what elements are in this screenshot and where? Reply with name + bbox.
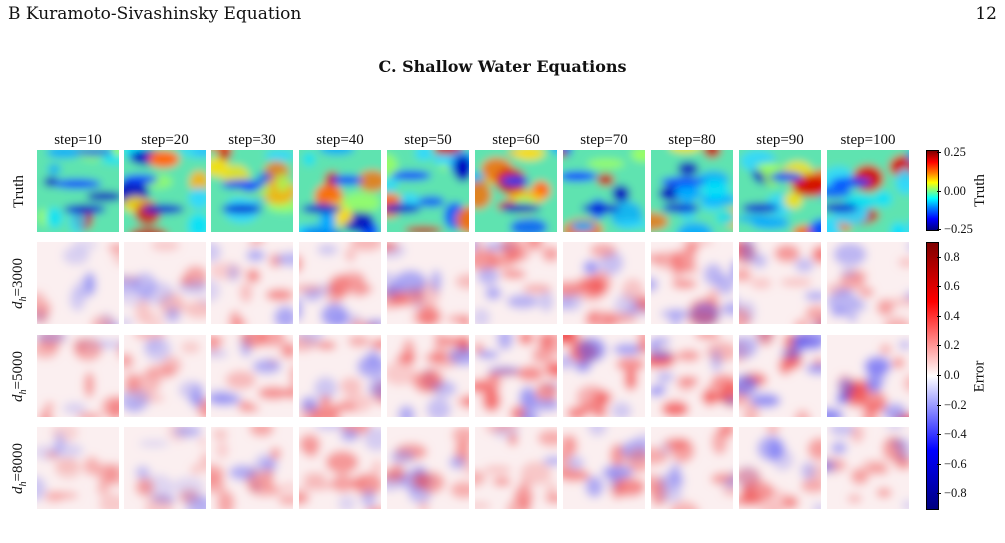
error-field-tile	[739, 427, 821, 509]
truth-field-tile	[124, 150, 206, 232]
error-field-tile	[124, 242, 206, 324]
truth-field-tile	[739, 150, 821, 232]
error-field-tile	[299, 427, 381, 509]
error-field-tile	[37, 335, 119, 417]
error-field-tile	[651, 335, 733, 417]
colorbar-tick: −0.4	[937, 428, 967, 440]
error-field-tile	[827, 427, 909, 509]
colorbar-tick: −0.6	[937, 457, 967, 470]
error-field-tile	[739, 242, 821, 324]
error-field-tile	[651, 427, 733, 509]
column-label: step=70	[580, 132, 628, 148]
section-title: C. Shallow Water Equations	[378, 57, 627, 76]
error-field-tile	[124, 335, 206, 417]
truth-field-tile	[299, 150, 381, 232]
truth-field-tile	[211, 150, 293, 232]
error-colorbar	[926, 242, 939, 510]
error-field-tile	[124, 427, 206, 509]
colorbar-tick: −0.2	[937, 398, 967, 411]
error-field-tile	[563, 242, 645, 324]
running-head: B Kuramoto-Sivashinsky Equation 12	[8, 4, 997, 26]
row-label-dh5000: dh=5000	[9, 350, 29, 402]
error-field-tile	[387, 242, 469, 324]
column-label: step=20	[141, 132, 189, 148]
truth-field-tile	[827, 150, 909, 232]
colorbar-tick: −0.25	[937, 222, 973, 235]
column-label: step=90	[756, 132, 804, 148]
colorbar-tick: 0.0	[937, 369, 960, 381]
error-field-tile	[211, 335, 293, 417]
column-label: step=50	[404, 132, 452, 148]
page-number: 12	[975, 4, 997, 24]
row-label-truth: Truth	[10, 174, 27, 208]
colorbar-tick: 0.00	[937, 184, 966, 197]
error-field-tile	[299, 242, 381, 324]
colorbar-tick: −0.8	[937, 487, 967, 499]
colorbar-tick: 0.25	[937, 146, 966, 159]
column-label: step=100	[840, 132, 896, 148]
column-label: step=80	[668, 132, 716, 148]
column-label: step=30	[228, 132, 276, 148]
column-label: step=60	[492, 132, 540, 148]
error-field-tile	[563, 335, 645, 417]
row-label-dh3000: dh=3000	[9, 257, 29, 309]
column-label: step=10	[54, 132, 102, 148]
truth-field-tile	[563, 150, 645, 232]
error-colorbar-label: Error	[971, 360, 988, 392]
error-field-tile	[475, 427, 557, 509]
error-field-tile	[37, 242, 119, 324]
error-field-tile	[475, 242, 557, 324]
truth-field-tile	[37, 150, 119, 232]
error-field-tile	[211, 242, 293, 324]
error-field-tile	[563, 427, 645, 509]
colorbar-tick: 0.2	[937, 339, 960, 352]
truth-field-tile	[651, 150, 733, 232]
column-label: step=40	[316, 132, 364, 148]
colorbar-tick: 0.8	[937, 251, 960, 263]
colorbar-tick: 0.6	[937, 280, 960, 293]
error-field-tile	[387, 335, 469, 417]
running-head-section: B Kuramoto-Sivashinsky Equation	[8, 4, 302, 24]
error-field-tile	[827, 335, 909, 417]
row-label-dh8000: dh=8000	[9, 442, 29, 494]
error-field-tile	[387, 427, 469, 509]
truth-colorbar-label: Truth	[971, 173, 988, 207]
truth-field-tile	[387, 150, 469, 232]
error-field-tile	[739, 335, 821, 417]
error-field-tile	[827, 242, 909, 324]
error-field-tile	[475, 335, 557, 417]
error-field-tile	[37, 427, 119, 509]
error-field-tile	[211, 427, 293, 509]
error-field-tile	[299, 335, 381, 417]
error-field-tile	[651, 242, 733, 324]
colorbar-tick: 0.4	[937, 310, 960, 322]
truth-field-tile	[475, 150, 557, 232]
